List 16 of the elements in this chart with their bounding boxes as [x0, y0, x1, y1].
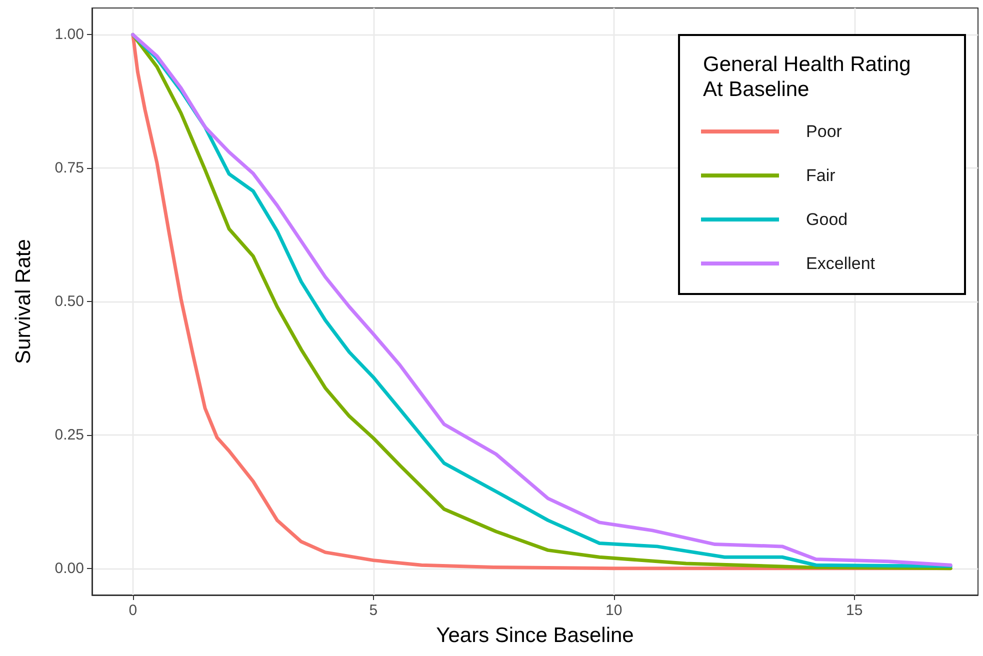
- y-axis-title: Survival Rate: [12, 239, 35, 364]
- legend-label: Poor: [806, 122, 842, 141]
- y-tick-label: 0.25: [54, 426, 84, 444]
- y-tick-label: 0.75: [54, 160, 84, 177]
- x-tick-label: 5: [369, 602, 378, 619]
- legend-label: Excellent: [806, 254, 876, 273]
- legend-label: Fair: [806, 166, 836, 185]
- x-tick-label: 15: [846, 602, 863, 619]
- legend-title: General Health Rating At Baseline: [703, 53, 917, 101]
- x-tick-label: 0: [128, 602, 138, 619]
- x-tick-label: 10: [606, 602, 622, 619]
- x-axis-title: Years Since Baseline: [436, 624, 634, 647]
- y-tick-label: 0.00: [54, 560, 84, 577]
- legend-label: Good: [806, 210, 848, 229]
- y-tick-label: 0.50: [54, 293, 84, 310]
- y-tick-label: 1.00: [54, 26, 84, 44]
